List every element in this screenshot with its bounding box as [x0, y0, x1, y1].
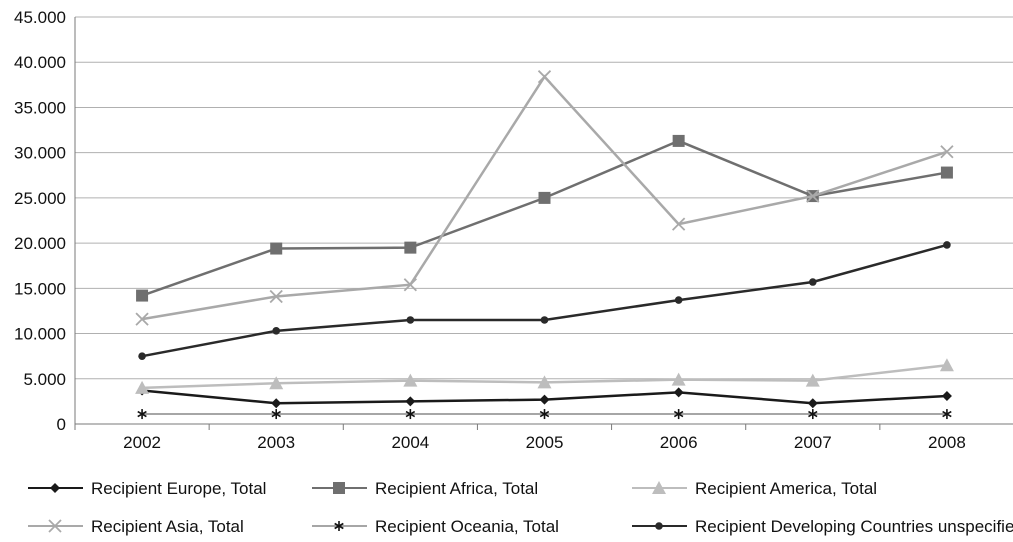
data-point [807, 398, 818, 409]
legend-item: Recipient Europe, Total [28, 479, 266, 498]
legend-swatch-marker [48, 519, 62, 533]
legend-swatch-marker [333, 482, 345, 494]
data-point [136, 289, 149, 302]
legend-item: Recipient Africa, Total [312, 479, 538, 498]
y-tick-label: 25.000 [14, 189, 66, 208]
y-tick-label: 35.000 [14, 98, 66, 117]
data-point [806, 189, 820, 203]
data-point [540, 316, 549, 324]
data-point [537, 70, 552, 84]
legend-label: Recipient Developing Countries unspecifi… [695, 517, 1013, 536]
data-point [404, 241, 417, 254]
y-tick-label: 5.000 [23, 370, 66, 389]
legend-swatch-marker [652, 481, 666, 494]
data-point [538, 191, 551, 204]
series-4 [135, 70, 954, 326]
legend-item: Recipient America, Total [632, 479, 877, 498]
data-point [272, 327, 281, 335]
data-point [539, 394, 550, 405]
legend-swatch-marker [334, 521, 344, 531]
data-point [940, 145, 954, 159]
x-tick-label: 2003 [257, 433, 295, 452]
x-tick-label: 2006 [660, 433, 698, 452]
x-tick-label: 2007 [794, 433, 832, 452]
series-group [135, 70, 954, 420]
data-point [135, 380, 150, 394]
data-point [539, 409, 550, 420]
x-axis-ticks: 2002 2003 2004 2005 2006 2007 2008 [74, 424, 966, 452]
legend-swatch-marker [50, 483, 60, 493]
legend-label: Recipient Europe, Total [91, 479, 266, 498]
data-point [808, 278, 817, 286]
data-point [405, 396, 416, 407]
series-1 [137, 385, 952, 409]
data-point [135, 312, 149, 326]
data-point [672, 217, 686, 231]
data-point [271, 409, 281, 420]
data-point [138, 352, 146, 360]
legend-item: Recipient Developing Countries unspecifi… [632, 517, 1013, 536]
y-tick-label: 15.000 [14, 279, 66, 298]
x-tick-label: 2004 [391, 433, 429, 452]
data-point [674, 296, 683, 304]
series-line [141, 243, 948, 358]
legend-label: Recipient America, Total [695, 479, 877, 498]
legend-item: Recipient Oceania, Total [312, 517, 559, 536]
legend-label: Recipient Africa, Total [375, 479, 538, 498]
legend-label: Recipient Oceania, Total [375, 517, 559, 536]
data-point [805, 373, 820, 387]
x-tick-label: 2005 [526, 433, 564, 452]
data-point [271, 398, 282, 409]
legend: Recipient Europe, Total Recipient Africa,… [28, 479, 1013, 536]
legend-label: Recipient Asia, Total [91, 517, 244, 536]
data-point [940, 166, 953, 179]
series-line [141, 139, 948, 297]
data-point [808, 409, 818, 420]
data-point [942, 409, 952, 420]
data-point [403, 278, 417, 292]
y-tick-label: 10.000 [14, 325, 66, 344]
data-point [270, 242, 283, 255]
y-tick-label: 20.000 [14, 234, 66, 253]
data-point [403, 373, 418, 387]
legend-item: Recipient Asia, Total [28, 517, 244, 536]
y-tick-label: 0 [57, 415, 66, 434]
data-point [269, 289, 283, 304]
y-tick-label: 40.000 [14, 53, 66, 72]
data-point [537, 375, 552, 389]
data-point [941, 390, 952, 401]
x-tick-label: 2008 [928, 433, 966, 452]
data-point [672, 134, 685, 147]
data-point [269, 376, 284, 390]
data-point [137, 409, 147, 420]
data-point [671, 372, 686, 386]
data-point [943, 241, 951, 249]
data-point [939, 358, 954, 372]
y-axis-ticks: 0 5.000 10.000 15.000 20.000 25.000 30.000 35.0… [14, 8, 66, 434]
legend-swatch-marker [655, 522, 663, 530]
y-tick-label: 30.000 [14, 144, 66, 163]
data-point [405, 409, 416, 420]
data-point [673, 409, 684, 420]
series-3 [135, 358, 954, 394]
data-point [673, 387, 684, 398]
series-5 [137, 409, 952, 420]
y-tick-label: 45.000 [14, 8, 66, 27]
data-point [406, 316, 415, 324]
x-tick-label: 2002 [123, 433, 161, 452]
series-6 [138, 241, 951, 360]
